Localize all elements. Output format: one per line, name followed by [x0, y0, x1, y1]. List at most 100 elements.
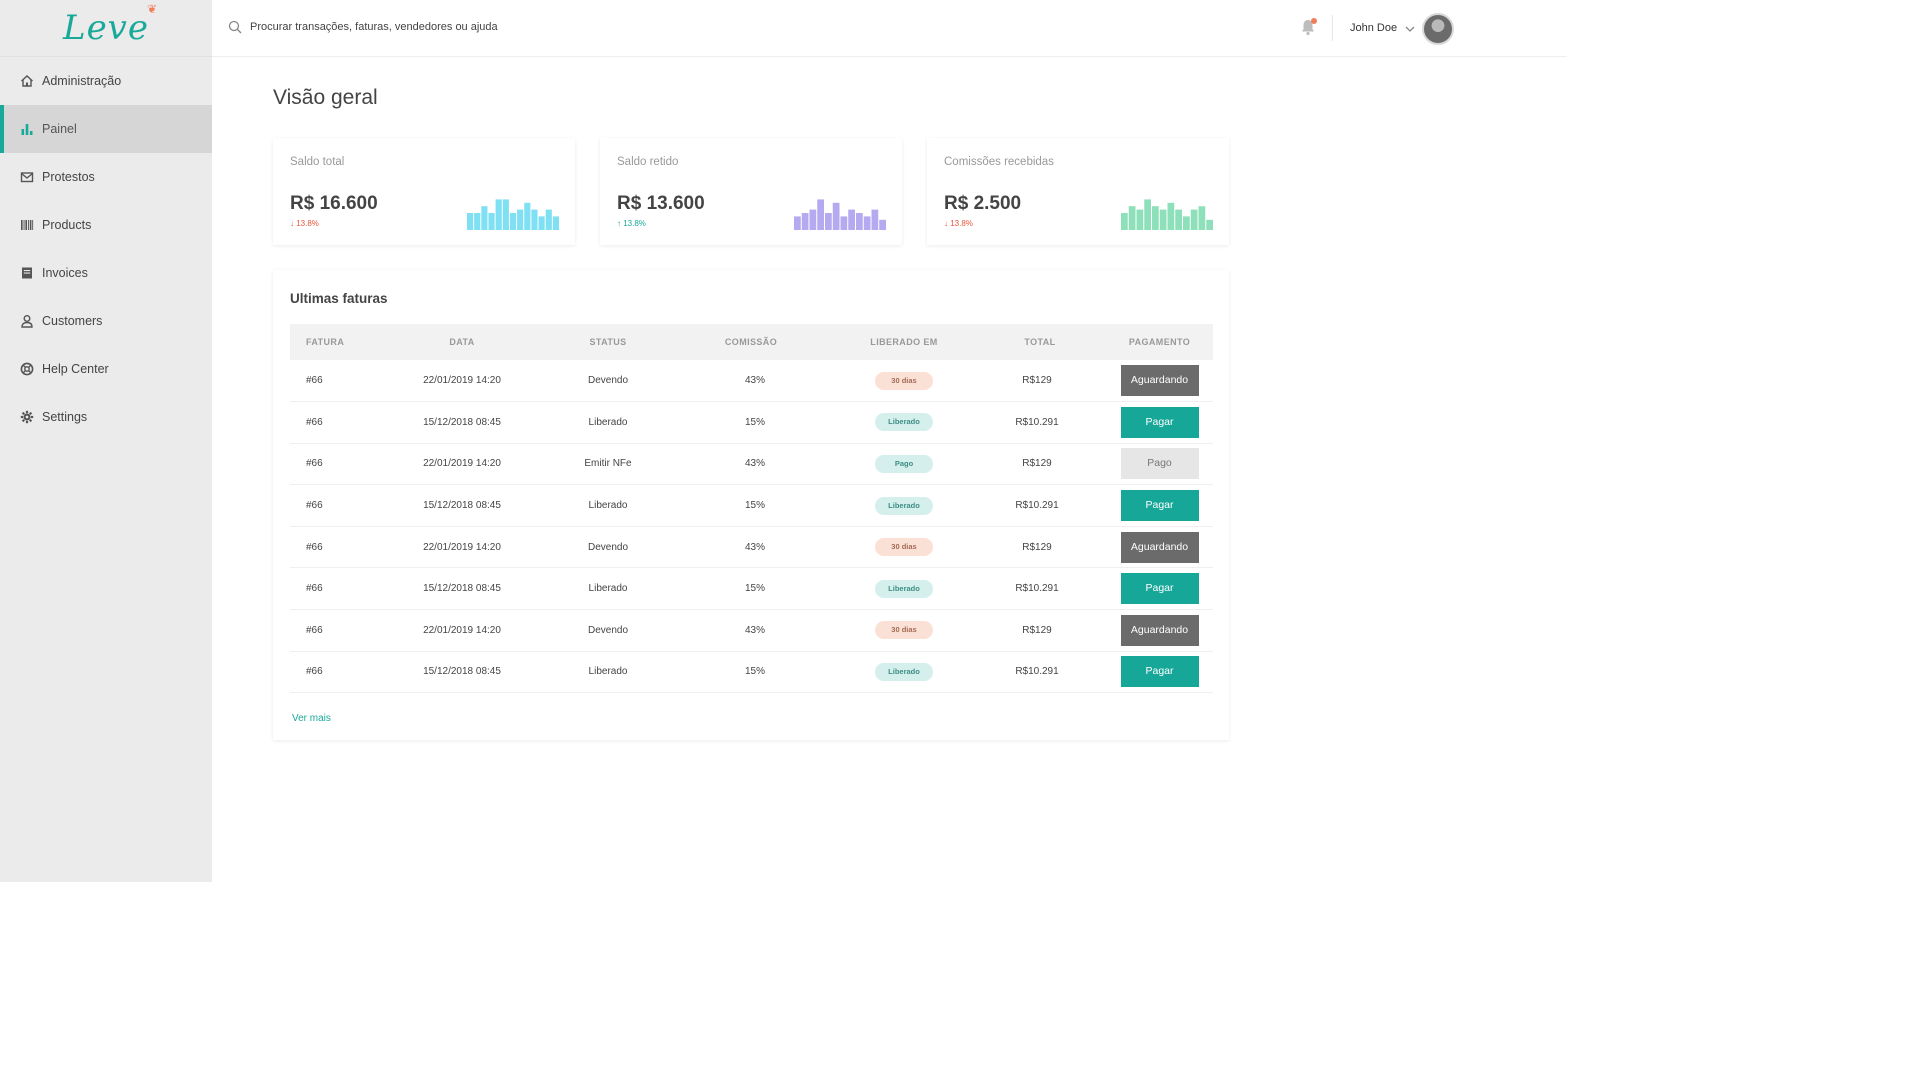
sidebar-item-settings[interactable]: Settings: [0, 393, 212, 441]
table-row[interactable]: #66 22/01/2019 14:20 Emitir NFe 43% Pago R$12…: [290, 443, 1213, 485]
bar-chart-icon: [20, 122, 34, 136]
cell-pagamento: Pago: [1106, 443, 1213, 485]
payment-button[interactable]: Aguardando: [1120, 531, 1199, 563]
cell-liberado-em: Liberado: [834, 485, 974, 527]
cell-liberado-em: Pago: [834, 443, 974, 485]
card-saldo-retido: Saldo retido R$ 13.600 ↑ 13.8%: [600, 138, 902, 245]
sidebar-item-products[interactable]: Products: [0, 201, 212, 249]
table-row[interactable]: #66 15/12/2018 08:45 Liberado 15% Liberado R$…: [290, 651, 1213, 693]
cell-fatura: #66: [306, 583, 323, 595]
search-input[interactable]: [250, 21, 650, 33]
sidebar-item-protestos[interactable]: Protestos: [0, 153, 212, 201]
arrow-down-icon: ↓: [290, 219, 297, 228]
cell-total: R$129: [1022, 458, 1052, 470]
sidebar-item-invoices[interactable]: Invoices: [0, 249, 212, 297]
cell-comissao: 43%: [744, 541, 765, 553]
logo-area: Leve ❦: [0, 0, 212, 57]
table-row[interactable]: #66 22/01/2019 14:20 Devendo 43% 30 dias R$12…: [290, 610, 1213, 652]
payment-button[interactable]: Pagar: [1120, 406, 1199, 438]
notification-dot: [1311, 18, 1317, 24]
cell-total: R$129: [1022, 541, 1052, 553]
sparkline-bar: [871, 209, 879, 230]
column-header-pagamento[interactable]: PAGAMENTO: [1128, 337, 1191, 347]
cell-status: Liberado: [588, 583, 628, 595]
sparkline-bar: [832, 202, 840, 230]
cell-liberado-em: 30 dias: [834, 526, 974, 568]
sparkline-bar: [495, 199, 502, 230]
cell-comissao: 43%: [744, 624, 765, 636]
sidebar-item-label: Invoices: [42, 266, 88, 280]
cell-pagamento: Pagar: [1106, 568, 1213, 610]
column-header-data[interactable]: DATA: [449, 337, 475, 347]
cell-status: Liberado: [588, 416, 628, 428]
card-delta-value: 13.8%: [950, 219, 973, 228]
sparkline-bar: [794, 216, 801, 230]
card-value: R$ 13.600: [617, 193, 705, 214]
sparkline-chart: [1121, 199, 1213, 230]
payment-button[interactable]: Pagar: [1120, 656, 1199, 688]
search-icon[interactable]: [228, 20, 242, 34]
invoices-panel: Ultimas faturas FATURA DATA STATUS COMIS…: [273, 270, 1229, 740]
status-badge: 30 dias: [875, 538, 933, 557]
avatar[interactable]: [1422, 13, 1454, 45]
cell-fatura: #66: [306, 375, 323, 387]
cell-fatura: #66: [306, 416, 323, 428]
card-title: Saldo retido: [617, 156, 679, 168]
sidebar-item-help-center[interactable]: Help Center: [0, 345, 212, 393]
table-row[interactable]: #66 22/01/2019 14:20 Devendo 43% 30 dias R$12…: [290, 360, 1213, 402]
cell-liberado-em: Liberado: [834, 568, 974, 610]
sparkline-bar: [474, 213, 481, 230]
see-more-link[interactable]: Ver mais: [292, 713, 331, 724]
sidebar-item-administracao[interactable]: Administração: [0, 57, 212, 105]
cell-pagamento: Pagar: [1106, 485, 1213, 527]
column-header-status[interactable]: STATUS: [589, 337, 627, 347]
card-delta-value: 13.8%: [623, 219, 646, 228]
sidebar-item-label: Products: [42, 218, 92, 232]
chevron-down-icon[interactable]: [1404, 22, 1416, 34]
column-header-total[interactable]: TOTAL: [1024, 337, 1056, 347]
column-header-fatura[interactable]: FATURA: [306, 337, 345, 347]
sparkline-bar: [1136, 209, 1144, 230]
sidebar-nav: Administração Painel Protestos Products …: [0, 57, 212, 441]
sparkline-bar: [1190, 209, 1198, 230]
sparkline-bar: [481, 206, 488, 230]
cell-comissao: 15%: [744, 500, 765, 512]
sparkline-chart: [794, 199, 886, 230]
sparkline-bar: [1159, 209, 1167, 230]
cell-comissao: 15%: [744, 666, 765, 678]
payment-button[interactable]: Pago: [1120, 448, 1199, 480]
user-name[interactable]: John Doe: [1350, 22, 1398, 34]
user-icon: [20, 314, 34, 328]
column-header-comissao[interactable]: COMISSÃO: [724, 337, 778, 347]
table-row[interactable]: #66 15/12/2018 08:45 Liberado 15% Liberado R$…: [290, 485, 1213, 527]
search-bar: [228, 20, 650, 34]
card-title: Saldo total: [290, 156, 345, 168]
sparkline-bar: [502, 199, 509, 230]
page-title: Visão geral: [273, 86, 378, 109]
card-delta: ↓ 13.8%: [944, 219, 973, 228]
sidebar-item-customers[interactable]: Customers: [0, 297, 212, 345]
sparkline-bar: [552, 216, 559, 230]
cell-data: 22/01/2019 14:20: [423, 541, 501, 553]
payment-button[interactable]: Aguardando: [1120, 365, 1199, 397]
sparkline-bar: [1152, 206, 1159, 230]
notification-bell[interactable]: [1300, 18, 1318, 38]
cell-comissao: 15%: [744, 583, 765, 595]
payment-button[interactable]: Pagar: [1120, 573, 1199, 605]
invoices-title: Ultimas faturas: [290, 291, 388, 306]
sidebar-item-label: Settings: [42, 410, 88, 424]
table-row[interactable]: #66 22/01/2019 14:20 Devendo 43% 30 dias R$12…: [290, 526, 1213, 568]
table-row[interactable]: #66 15/12/2018 08:45 Liberado 15% Liberado R$…: [290, 402, 1213, 444]
logo[interactable]: Leve ❦: [63, 2, 157, 48]
payment-button[interactable]: Pagar: [1120, 490, 1199, 522]
sparkline-bar: [863, 216, 871, 230]
column-header-liberado-em[interactable]: LIBERADO EM: [870, 337, 938, 347]
topbar-divider: [1332, 15, 1333, 41]
sidebar-item-painel[interactable]: Painel: [0, 105, 212, 153]
cell-total: R$129: [1022, 375, 1052, 387]
table-row[interactable]: #66 15/12/2018 08:45 Liberado 15% Liberado R$…: [290, 568, 1213, 610]
payment-button[interactable]: Aguardando: [1120, 614, 1199, 646]
sparkline-bar: [848, 209, 855, 230]
status-badge: Liberado: [875, 496, 933, 515]
sparkline-bar: [825, 213, 832, 230]
